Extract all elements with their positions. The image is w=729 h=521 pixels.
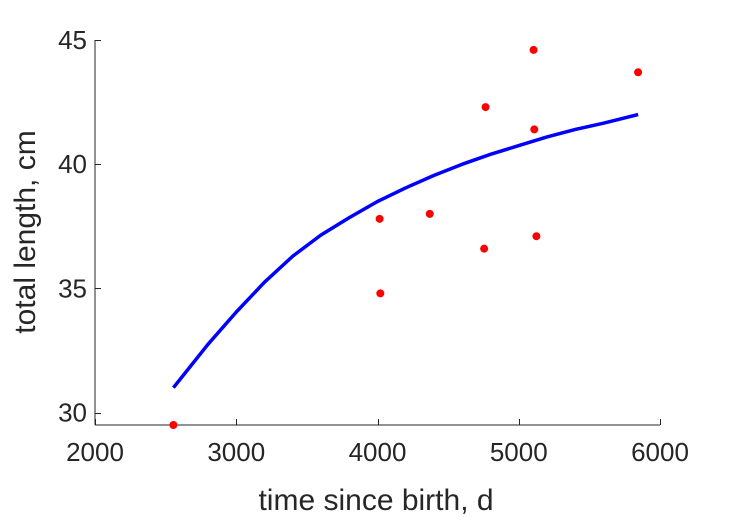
data-point — [169, 421, 178, 429]
data-point — [480, 244, 489, 253]
y-tick-label: 30 — [58, 398, 87, 428]
x-tick-label: 4000 — [349, 437, 407, 467]
y-tick-label: 35 — [58, 273, 87, 303]
data-point — [481, 103, 490, 112]
y-axis-title: total length, cm — [9, 130, 42, 333]
y-tick-label: 40 — [58, 149, 87, 179]
data-point — [530, 125, 539, 134]
data-point — [376, 289, 385, 298]
x-tick-label: 2000 — [66, 437, 124, 467]
x-tick-label: 5000 — [490, 437, 548, 467]
data-point — [529, 45, 538, 54]
y-tick-label: 45 — [58, 25, 87, 55]
data-point — [425, 209, 434, 218]
plot-area: 2000 3000 4000 5000 6000 30 35 40 45 — [58, 25, 689, 467]
x-tick-label: 6000 — [631, 437, 689, 467]
x-axis-title: time since birth, d — [258, 484, 493, 517]
series-layer — [169, 45, 643, 429]
data-point — [634, 68, 643, 77]
x-tick-label: 3000 — [207, 437, 265, 467]
data-point — [532, 232, 541, 241]
data-point — [375, 214, 384, 223]
fit-curve — [172, 112, 639, 389]
x-axis-ticks: 2000 3000 4000 5000 6000 — [66, 419, 689, 467]
y-axis-ticks: 30 35 40 45 — [58, 25, 101, 428]
